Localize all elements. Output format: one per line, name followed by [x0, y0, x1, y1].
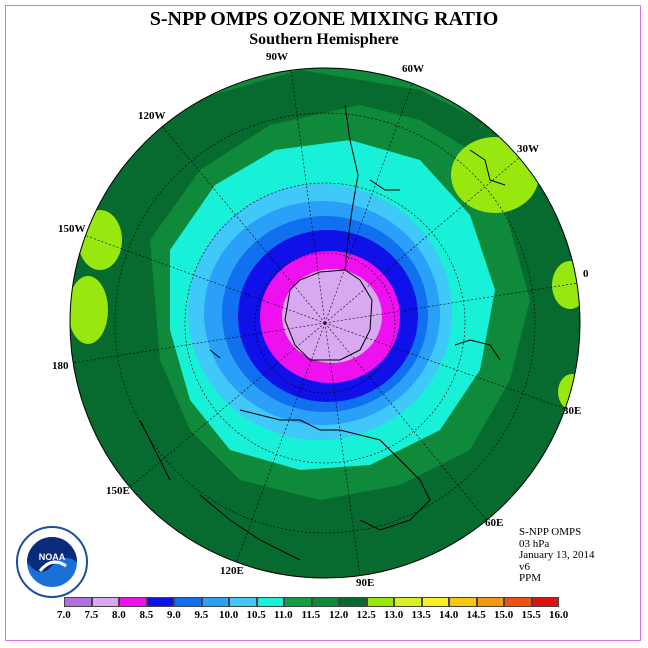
- plot-frame: [5, 5, 641, 641]
- colorbar-tick-label: 9.5: [194, 609, 209, 621]
- meridian-90e: [324, 322, 361, 577]
- graticule: [71, 69, 579, 577]
- meridian-30e: [324, 322, 567, 410]
- antarctica-coast: [284, 269, 373, 361]
- falklands: [369, 179, 400, 191]
- patch-12-0-w: [78, 210, 122, 270]
- meridian-120e: [235, 322, 326, 564]
- lon-label-90e: 90E: [356, 577, 375, 589]
- meridian-60w: [324, 81, 414, 324]
- colorbar-swatch: [201, 597, 229, 607]
- colorbar-swatch: [284, 597, 312, 607]
- new-zealand: [139, 419, 171, 481]
- colorbar-tick-label: 7.5: [84, 609, 99, 621]
- meridian-150e: [129, 322, 326, 488]
- lon-label-60e: 60E: [485, 517, 504, 529]
- colorbar-swatch: [256, 597, 284, 607]
- africa-tip: [469, 149, 506, 186]
- madagascar: [454, 339, 501, 361]
- colorbar-tick-label: 13.0: [384, 609, 404, 621]
- colorbar-tick-label: 12.0: [329, 609, 349, 621]
- colorbar-swatch: [91, 597, 119, 607]
- info-instrument: S-NPP OMPS: [519, 526, 582, 538]
- australia-coast: [239, 409, 431, 531]
- colorbar-tick-label: 11.0: [274, 609, 293, 621]
- colorbar-tick-label: 10.0: [219, 609, 239, 621]
- colorbar-tick-label: 15.0: [494, 609, 514, 621]
- indonesia-arc: [199, 494, 301, 561]
- colorbar-swatch: [366, 597, 394, 607]
- colorbar: [64, 597, 559, 607]
- meridian-120w: [161, 125, 326, 324]
- colorbar-tick-label: 8.0: [112, 609, 126, 621]
- colorbar-tick-label: 14.0: [439, 609, 459, 621]
- colorbar-swatch: [421, 597, 449, 607]
- colorbar-tick-label: 14.5: [466, 609, 486, 621]
- lat-circle-50: [184, 182, 466, 464]
- lon-label-30e: 30E: [563, 405, 582, 417]
- info-version: v6: [519, 560, 530, 573]
- map-title: S-NPP OMPS OZONE MIXING RATIO: [149, 8, 499, 30]
- colorbar-tick-label: 15.5: [521, 609, 541, 621]
- colorbar-swatch: [146, 597, 174, 607]
- colorbar-tick-label: 11.5: [301, 609, 321, 621]
- lon-label-90w: 90W: [266, 51, 288, 63]
- meridian-150w: [83, 234, 326, 324]
- lon-label-150e: 150E: [106, 485, 130, 497]
- meridian-60e: [324, 322, 489, 523]
- island-1: [209, 349, 221, 359]
- colorbar-tick-label: 9.0: [167, 609, 181, 621]
- colorbar-swatch: [339, 597, 367, 607]
- colorbar-swatch: [174, 597, 202, 607]
- logo-text: NOAA: [39, 552, 66, 562]
- colorbar-tick-label: 10.5: [246, 609, 266, 621]
- zone-7-5: [282, 269, 382, 363]
- colorbar-swatch: [311, 597, 339, 607]
- lon-label-0: 0: [583, 268, 589, 280]
- lat-circle-70: [254, 252, 396, 394]
- patch-12-0-ne: [451, 137, 539, 213]
- meridian-30w: [324, 156, 521, 324]
- colorbar-swatch: [531, 597, 559, 607]
- colorbar-tick-label: 13.5: [411, 609, 431, 621]
- info-block: S-NPP OMPS 03 hPa January 13, 2014 v6 PP…: [519, 526, 595, 585]
- colorbar-tick-label: 7.0: [57, 609, 71, 621]
- info-level: 03 hPa: [519, 537, 550, 550]
- lon-label-60w: 60W: [402, 63, 424, 75]
- south-america-coast: [344, 104, 359, 271]
- lon-label-180: 180: [52, 360, 69, 372]
- info-date: January 13, 2014: [519, 549, 595, 561]
- colorbar-swatch: [476, 597, 504, 607]
- meridian-180: [71, 322, 326, 364]
- map-border: [69, 67, 581, 579]
- colorbar-swatch: [504, 597, 532, 607]
- colorbar-swatch: [394, 597, 422, 607]
- lon-label-30w: 30W: [517, 143, 539, 155]
- colorbar-swatch: [64, 597, 92, 607]
- colorbar-swatch: [229, 597, 257, 607]
- lon-label-120w: 120W: [138, 110, 166, 122]
- meridian-0: [324, 282, 579, 324]
- info-units: PPM: [519, 572, 542, 584]
- lon-label-120e: 120E: [220, 565, 244, 577]
- colorbar-tick-label: 8.5: [139, 609, 154, 621]
- colorbar-swatch: [449, 597, 477, 607]
- colorbar-tick-label: 16.0: [549, 609, 569, 621]
- coastlines: [139, 104, 506, 561]
- colorbar-tick-label: 12.5: [356, 609, 376, 621]
- noaa-logo: NOAA: [16, 526, 88, 598]
- lat-circle-30: [114, 112, 536, 534]
- lon-label-150w: 150W: [58, 223, 86, 235]
- patch-12-0-w2: [70, 276, 108, 344]
- meridian-90w: [290, 69, 326, 324]
- colorbar-swatch: [119, 597, 147, 607]
- map-subtitle: Southern Hemisphere: [249, 31, 399, 48]
